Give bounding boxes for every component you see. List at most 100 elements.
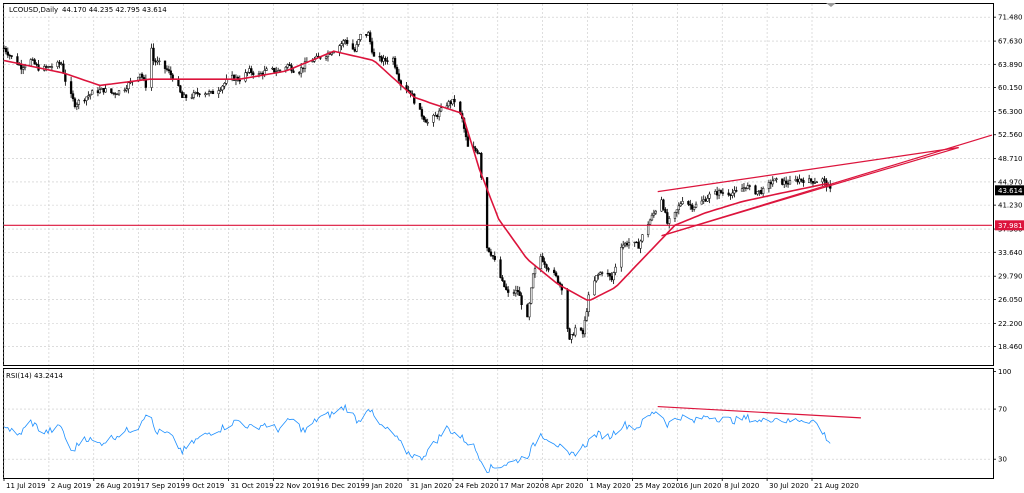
- candle-body: [31, 59, 34, 61]
- candle-body: [530, 287, 533, 304]
- header-background: [5, 5, 165, 15]
- price-tick-label: 22.200: [998, 320, 1023, 328]
- candle-body: [192, 92, 195, 98]
- candle-body: [518, 291, 521, 296]
- candle-body: [570, 334, 573, 340]
- price-tick-label: 63.890: [998, 61, 1023, 69]
- candle-body: [370, 41, 374, 53]
- candle-body: [56, 61, 59, 67]
- candle-body: [127, 82, 130, 90]
- candle-body: [808, 178, 811, 183]
- candle-body: [599, 272, 602, 275]
- candle-body: [369, 32, 372, 42]
- candle-body: [702, 199, 705, 202]
- candle-body: [246, 71, 249, 74]
- candle-body: [112, 92, 115, 94]
- candle-body: [572, 334, 575, 336]
- candle-body: [760, 189, 763, 194]
- rsi-tick-label: 70: [998, 406, 1007, 414]
- candle-body: [706, 198, 709, 202]
- candle-body: [526, 304, 529, 318]
- candle-body: [740, 188, 744, 192]
- candle-body: [397, 73, 401, 81]
- candle-body: [426, 122, 429, 124]
- candle-body: [271, 67, 274, 70]
- candle-body: [729, 194, 732, 196]
- candle-body: [485, 177, 489, 249]
- candle-body: [286, 64, 289, 68]
- candle-body: [610, 275, 613, 281]
- candle-body: [554, 272, 558, 277]
- candle-body: [380, 56, 383, 62]
- candle-body: [574, 327, 577, 336]
- candle-body: [179, 85, 182, 93]
- time-tick-label: 16 Dec 2019: [320, 482, 365, 490]
- price-tick-label: 71.480: [998, 14, 1023, 22]
- candle-body: [731, 192, 734, 196]
- candle-body: [505, 286, 508, 290]
- candle-body: [744, 187, 748, 189]
- candle-body: [204, 93, 207, 96]
- candle-body: [742, 187, 746, 189]
- candle-body: [424, 119, 427, 123]
- candle-body: [762, 188, 765, 194]
- candle-body: [89, 94, 92, 96]
- candle-body: [520, 295, 523, 306]
- candle-body: [775, 178, 778, 180]
- level-price-tag: [995, 220, 1024, 231]
- time-tick-label: 24 Feb 2020: [455, 482, 499, 490]
- candle-body: [453, 98, 456, 103]
- candle-body: [244, 72, 247, 82]
- candle-body: [115, 93, 119, 96]
- candle-body: [794, 179, 797, 181]
- candle-body: [533, 268, 537, 275]
- candle-body: [250, 68, 253, 74]
- candle-body: [83, 99, 86, 102]
- candle-body: [100, 88, 103, 90]
- candle-body: [284, 66, 287, 71]
- candle-body: [238, 79, 241, 82]
- candle-body: [813, 182, 817, 184]
- candle-body: [541, 256, 544, 262]
- shift-marker-icon[interactable]: [826, 3, 836, 7]
- candle-body: [704, 199, 707, 202]
- candle-body: [2, 47, 6, 50]
- candle-body: [447, 101, 450, 107]
- candle-body: [50, 66, 54, 68]
- candle-body: [62, 63, 65, 74]
- candle-body: [660, 199, 663, 212]
- candle-body: [278, 69, 282, 72]
- candle-body: [96, 90, 100, 94]
- candle-body: [489, 251, 493, 256]
- candle-body: [311, 60, 314, 63]
- time-axis: 11 Jul 2019 2 Aug 2019 26 Aug 2019 17 Sep 2…: [3, 478, 859, 490]
- candle-body: [167, 69, 171, 72]
- candle-body: [595, 275, 598, 282]
- candle-body: [219, 89, 222, 91]
- candle-body: [353, 48, 356, 52]
- ohlc-label: 44.170 44.235 42.795 43.614: [62, 6, 167, 14]
- time-tick-label: 16 Jun 2020: [679, 482, 721, 490]
- candle-body: [257, 73, 261, 75]
- candle-body: [646, 224, 650, 235]
- candle-body: [748, 185, 751, 187]
- candle-body: [372, 52, 376, 57]
- candle-body: [142, 77, 146, 80]
- candle-body: [156, 60, 159, 63]
- candle-body: [273, 67, 276, 73]
- time-tick-label: 11 Jul 2019: [6, 482, 46, 490]
- rsi-axis: 10070300: [993, 368, 1011, 464]
- candle-body: [635, 241, 638, 244]
- rsi-tick-label: 30: [998, 456, 1007, 464]
- candle-body: [140, 73, 144, 78]
- candle-body: [516, 290, 519, 292]
- candle-body: [568, 328, 571, 340]
- rsi-trendline: [657, 405, 861, 419]
- last-price-tag: [995, 185, 1024, 196]
- last-price-label: 43.614: [998, 187, 1023, 195]
- candle-body: [664, 209, 667, 213]
- time-tick-label: 30 Jul 2020: [769, 482, 809, 490]
- candle-body: [422, 116, 425, 120]
- candle-body: [198, 93, 201, 96]
- candle-body: [60, 63, 63, 65]
